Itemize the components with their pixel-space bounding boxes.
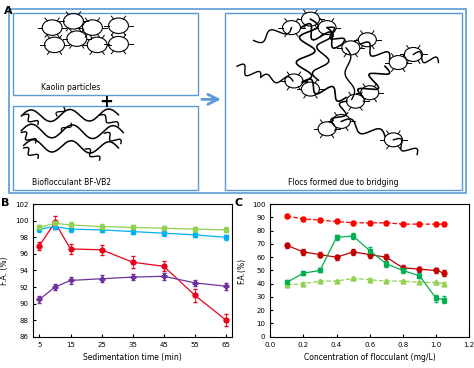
FancyBboxPatch shape — [9, 9, 466, 193]
Text: B: B — [1, 198, 9, 208]
Circle shape — [109, 36, 128, 52]
Circle shape — [87, 37, 107, 53]
Y-axis label: F.A. (%): F.A. (%) — [0, 256, 9, 285]
Circle shape — [318, 21, 336, 35]
X-axis label: Sedimentation time (min): Sedimentation time (min) — [83, 353, 182, 362]
Circle shape — [332, 114, 350, 128]
Circle shape — [361, 86, 379, 100]
Circle shape — [346, 94, 365, 108]
Text: Kaolin particles: Kaolin particles — [42, 83, 100, 92]
Text: Bioflocculant BF-VB2: Bioflocculant BF-VB2 — [32, 178, 110, 187]
Circle shape — [67, 31, 87, 46]
Circle shape — [301, 12, 319, 26]
Circle shape — [358, 33, 376, 47]
Circle shape — [82, 20, 102, 35]
Circle shape — [45, 37, 64, 53]
Text: +: + — [99, 93, 113, 111]
Circle shape — [301, 82, 319, 96]
Circle shape — [109, 18, 128, 33]
Y-axis label: F.A.(%): F.A.(%) — [237, 258, 246, 283]
Circle shape — [342, 41, 360, 55]
Circle shape — [389, 56, 407, 70]
Circle shape — [283, 21, 301, 35]
Circle shape — [384, 133, 402, 147]
X-axis label: Concentration of flocculant (mg/L): Concentration of flocculant (mg/L) — [304, 353, 436, 362]
Circle shape — [285, 74, 303, 88]
Text: A: A — [4, 6, 12, 15]
FancyBboxPatch shape — [13, 106, 198, 190]
Circle shape — [318, 122, 336, 136]
FancyBboxPatch shape — [225, 13, 462, 190]
FancyBboxPatch shape — [13, 13, 198, 95]
Text: Flocs formed due to bridging: Flocs formed due to bridging — [288, 178, 399, 187]
Circle shape — [404, 47, 422, 61]
Text: C: C — [234, 198, 243, 208]
Circle shape — [64, 14, 83, 29]
Circle shape — [42, 20, 62, 35]
